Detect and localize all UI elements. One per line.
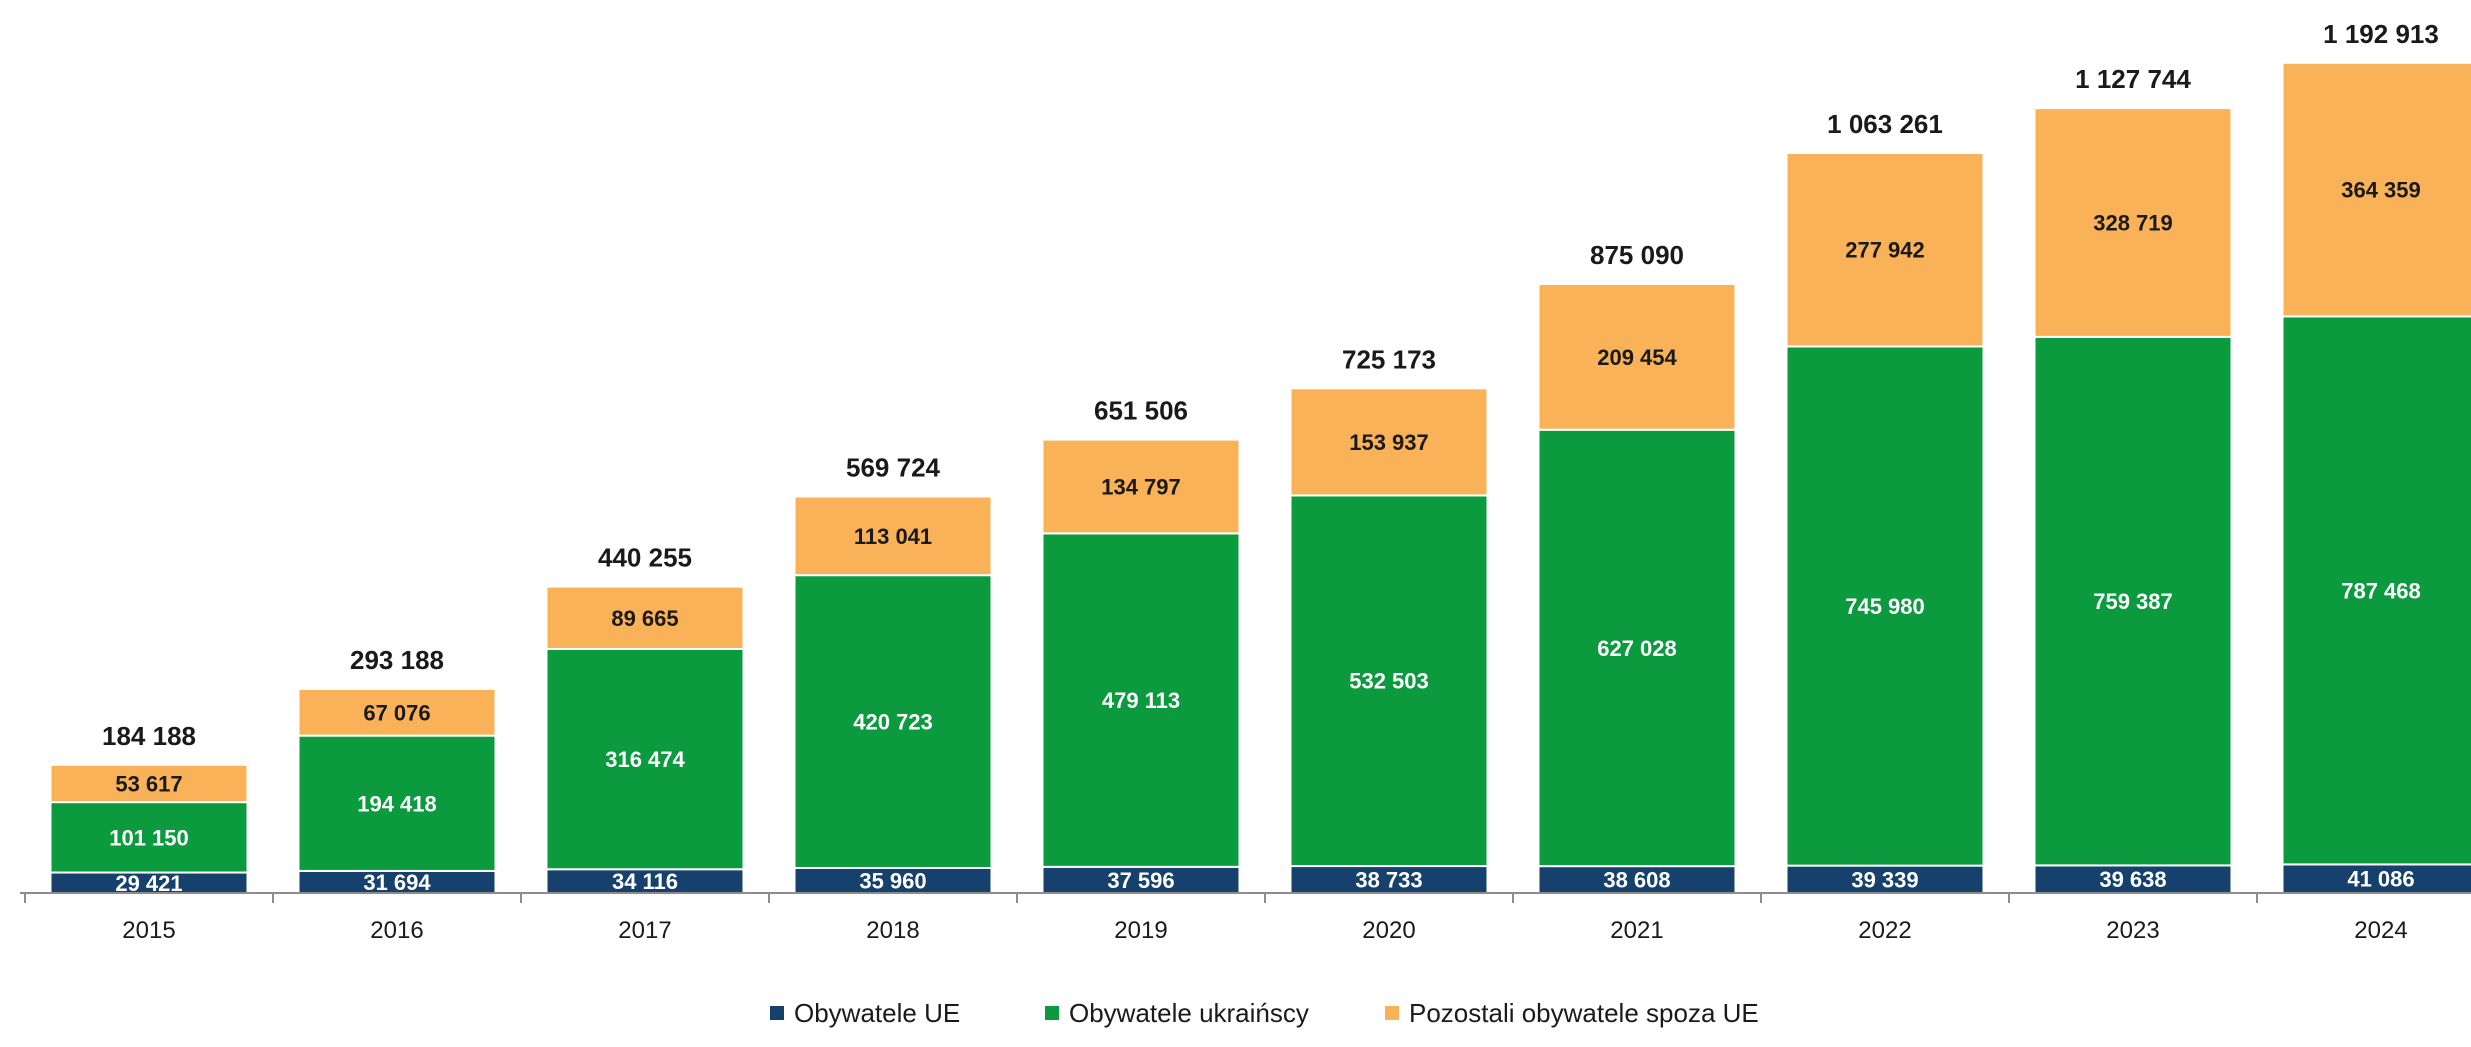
data-label: 41 086: [2347, 867, 2414, 892]
data-label: 627 028: [1597, 636, 1677, 661]
data-label: 194 418: [357, 791, 437, 816]
x-tick-label: 2017: [618, 917, 671, 944]
x-tick-label: 2018: [866, 917, 919, 944]
x-tick-label: 2021: [1610, 917, 1663, 944]
data-label: 745 980: [1845, 594, 1925, 619]
data-label: 277 942: [1845, 238, 1925, 263]
data-label: 328 719: [2093, 211, 2173, 236]
total-label: 725 173: [1342, 344, 1436, 374]
data-label: 67 076: [363, 700, 430, 725]
data-label: 759 387: [2093, 589, 2173, 614]
x-tick-label: 2023: [2106, 917, 2159, 944]
total-label: 184 188: [102, 721, 196, 751]
x-tick-label: 2019: [1114, 917, 1167, 944]
data-label: 34 116: [612, 869, 678, 894]
x-axis: 2015 2016 2017 2018 2019 2020 2021 2022 2023 2024: [20, 893, 2471, 944]
legend-item-label: Obywatele UE: [794, 998, 960, 1028]
data-label: 37 596: [1107, 868, 1174, 893]
x-tick-label: 2020: [1362, 917, 1415, 944]
data-label: 39 339: [1851, 867, 1918, 892]
data-label: 101 150: [109, 825, 189, 850]
legend-item-label: Pozostali obywatele spoza UE: [1409, 998, 1759, 1028]
data-label: 479 113: [1102, 688, 1180, 713]
legend-swatch: [1045, 1006, 1059, 1020]
data-label: 420 723: [853, 710, 933, 735]
data-label: 38 733: [1355, 868, 1422, 893]
total-label: 440 255: [598, 543, 692, 573]
legend: Obywatele UE Obywatele ukraińscy Pozostali…: [770, 998, 1759, 1028]
total-label: 875 090: [1590, 240, 1684, 270]
data-label: 31 694: [363, 870, 431, 895]
data-label: 787 468: [2341, 578, 2421, 603]
total-label: 1 127 744: [2075, 64, 2191, 94]
data-label: 134 797: [1101, 474, 1181, 499]
data-label: 364 359: [2341, 178, 2421, 203]
data-label: 39 638: [2099, 867, 2166, 892]
total-label: 1 063 261: [1827, 109, 1943, 139]
legend-item-label: Obywatele ukraińscy: [1069, 998, 1309, 1028]
x-tick-label: 2016: [370, 917, 423, 944]
legend-swatch: [770, 1006, 784, 1020]
data-label: 38 608: [1603, 868, 1670, 893]
data-label: 209 454: [1597, 345, 1677, 370]
data-label: 113 041: [854, 524, 932, 549]
data-label: 35 960: [859, 868, 926, 893]
total-label: 293 188: [350, 645, 444, 675]
data-label: 316 474: [605, 747, 685, 772]
x-tick-label: 2022: [1858, 917, 1911, 944]
x-tick-label: 2024: [2354, 917, 2407, 944]
data-label: 89 665: [611, 606, 678, 631]
data-label: 153 937: [1349, 430, 1429, 455]
total-label: 1 192 913: [2323, 19, 2439, 49]
total-label: 651 506: [1094, 396, 1188, 426]
x-tick-label: 2015: [122, 917, 175, 944]
data-label: 53 617: [115, 771, 182, 796]
total-label: 569 724: [846, 452, 941, 482]
legend-swatch: [1385, 1006, 1399, 1020]
data-label: 532 503: [1349, 669, 1429, 694]
